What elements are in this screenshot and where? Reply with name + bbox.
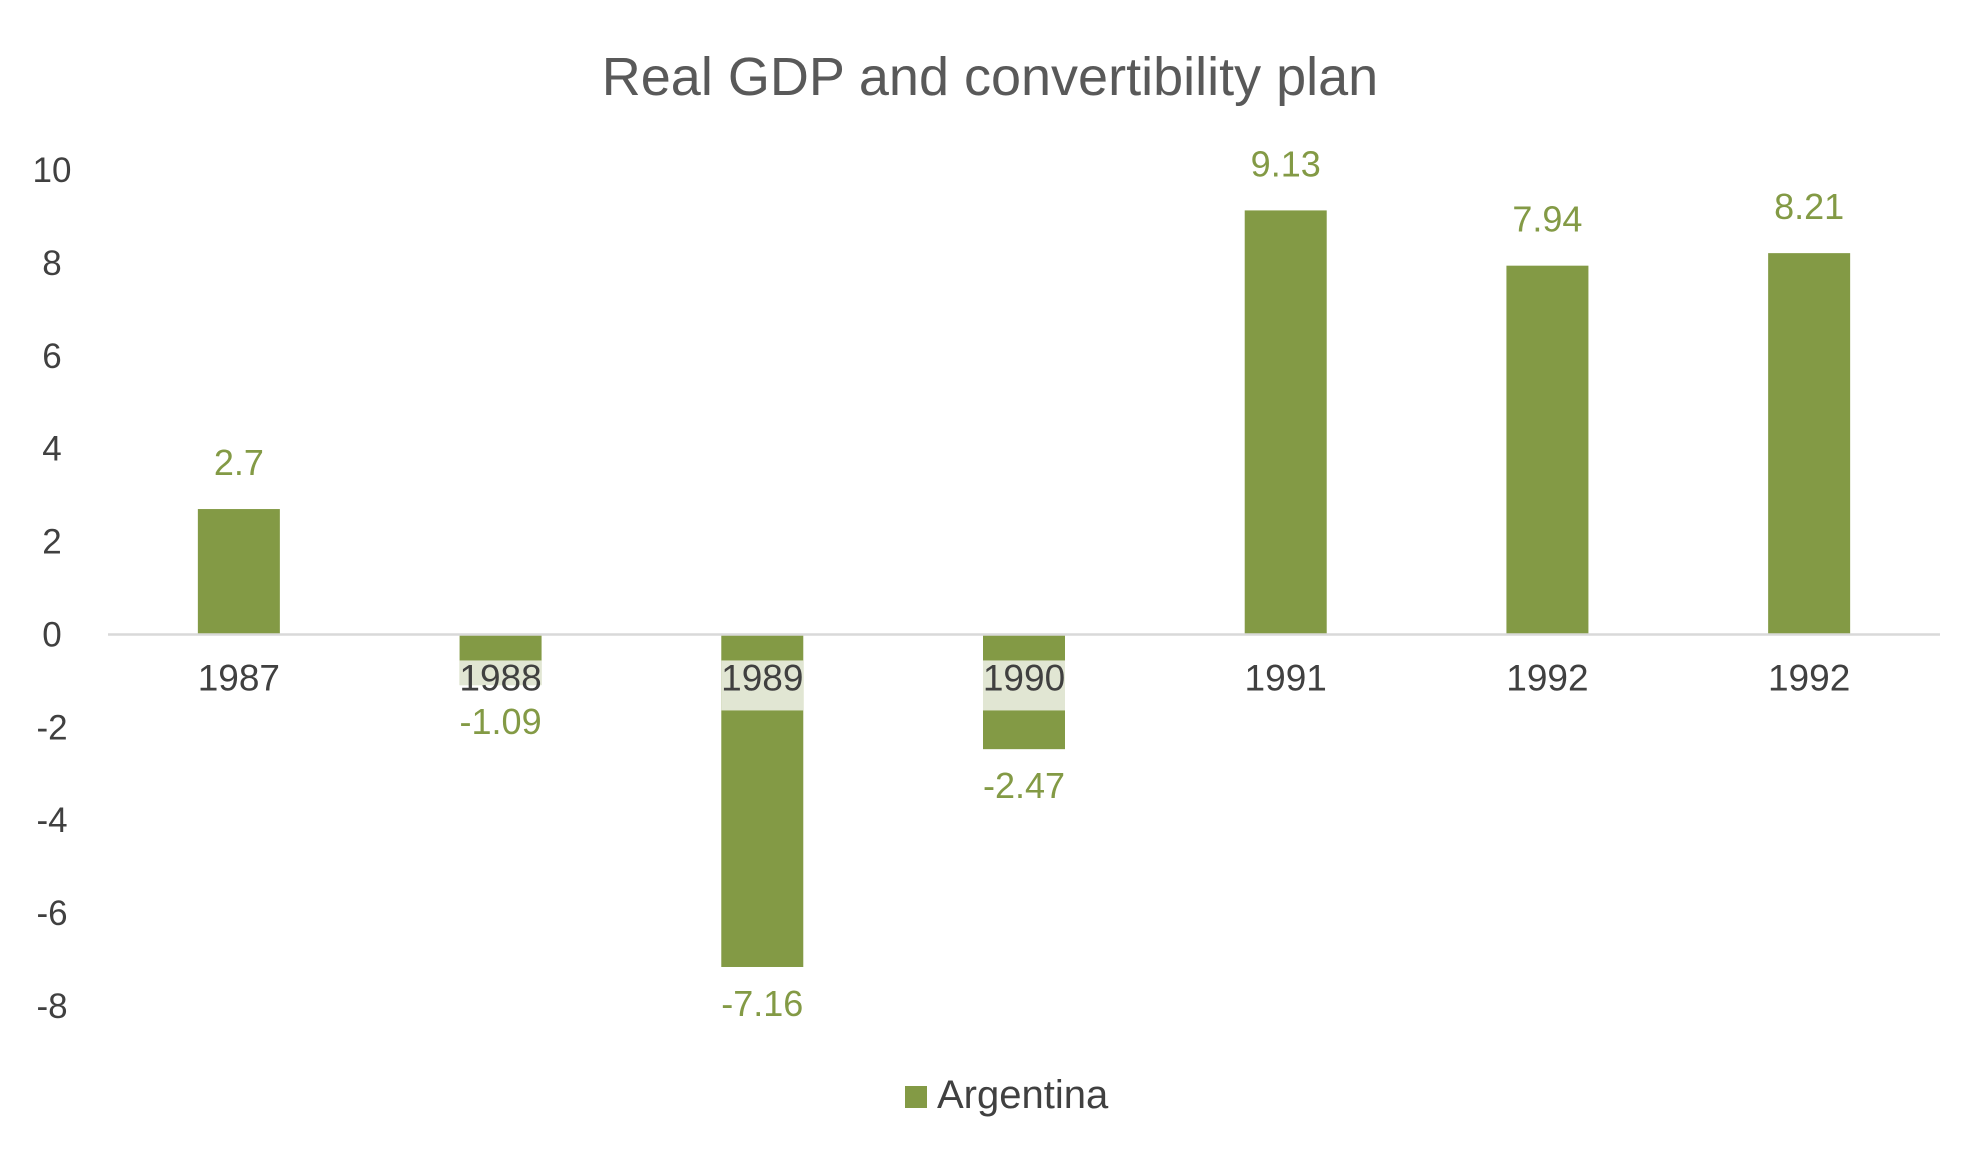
bar (197, 509, 280, 635)
legend: Argentina (905, 1073, 1109, 1117)
legend-swatch (905, 1086, 927, 1108)
data-label: 9.13 (1251, 143, 1321, 184)
x-tick-label: 1991 (1245, 657, 1327, 698)
category-label-background (983, 660, 1065, 711)
data-label: -1.09 (460, 701, 542, 742)
bar (1244, 210, 1327, 635)
data-label: 2.7 (214, 442, 264, 483)
y-tick-label: 0 (42, 615, 61, 654)
legend-label: Argentina (937, 1073, 1109, 1117)
y-tick-label: -6 (36, 894, 67, 933)
data-label: -2.47 (983, 765, 1065, 806)
y-tick-label: 10 (33, 151, 72, 190)
y-tick-label: -4 (36, 801, 67, 840)
y-axis-ticks: 10 8 6 4 2 0 -2 -4 -6 -8 (33, 151, 72, 1026)
y-tick-label: 2 (42, 523, 61, 562)
bar (1506, 265, 1589, 635)
data-label: -7.16 (721, 983, 803, 1024)
x-tick-label: 1989 (721, 657, 803, 698)
x-tick-label: 1992 (1506, 657, 1588, 698)
x-tick-label: 1990 (983, 657, 1065, 698)
x-tick-label: 1988 (459, 657, 541, 698)
y-tick-label: -2 (36, 708, 67, 747)
x-axis-labels: 1987 1988 1989 1990 1991 1992 1992 (198, 657, 1851, 698)
data-label: 8.21 (1774, 186, 1844, 227)
y-tick-label: 4 (42, 430, 61, 469)
chart-title: Real GDP and convertibility plan (602, 47, 1378, 107)
category-label-background (721, 660, 804, 711)
y-tick-label: -8 (36, 987, 67, 1026)
x-tick-label: 1992 (1768, 657, 1850, 698)
x-tick-label: 1987 (198, 657, 280, 698)
data-labels: 2.7 -1.09 -7.16 -2.47 9.13 7.94 8.21 (214, 143, 1844, 1024)
bars (197, 210, 1851, 967)
y-tick-label: 8 (42, 244, 61, 283)
bar (1768, 253, 1851, 635)
data-label: 7.94 (1512, 199, 1582, 240)
y-tick-label: 6 (42, 337, 61, 376)
category-label-background (459, 660, 542, 686)
